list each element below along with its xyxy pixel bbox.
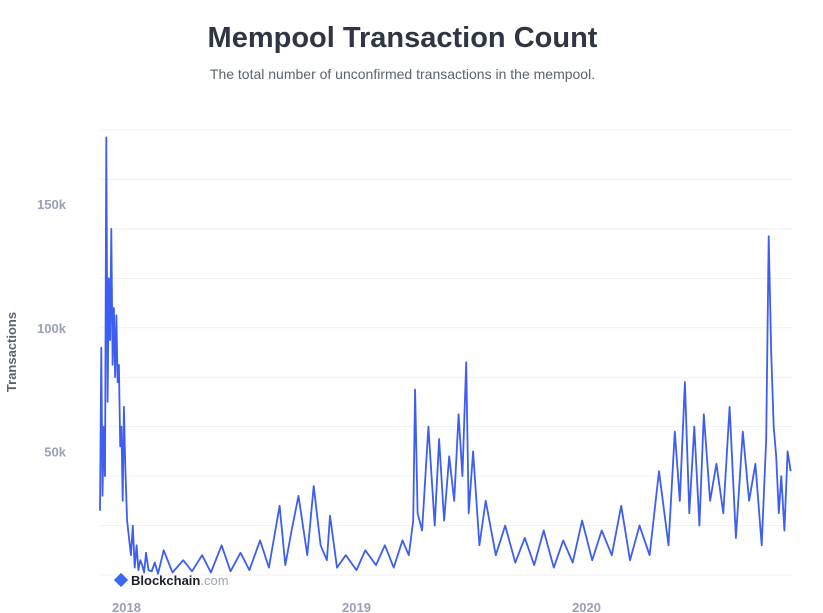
- series-group: [99, 136, 792, 575]
- chart-title: Mempool Transaction Count: [207, 22, 598, 54]
- y-axis-ticks: 50k 100k 150k: [37, 197, 67, 459]
- y-axis-label: Transactions: [4, 312, 19, 392]
- grid-lines: [100, 129, 792, 576]
- x-tick-label: 2020: [572, 600, 601, 613]
- y-tick-label: 150k: [37, 197, 67, 212]
- x-axis-ticks: 2018 2019 2020: [112, 600, 601, 613]
- y-tick-label: 50k: [44, 444, 66, 459]
- y-tick-label: 100k: [37, 321, 67, 336]
- series-line: [99, 136, 792, 575]
- chart-subtitle: The total number of unconfirmed transact…: [209, 66, 596, 82]
- x-tick-label: 2018: [112, 600, 141, 613]
- blockchain-logo: Blockchain.com: [113, 572, 229, 588]
- blockchain-diamond-icon: [113, 572, 129, 588]
- x-tick-label: 2019: [342, 600, 371, 613]
